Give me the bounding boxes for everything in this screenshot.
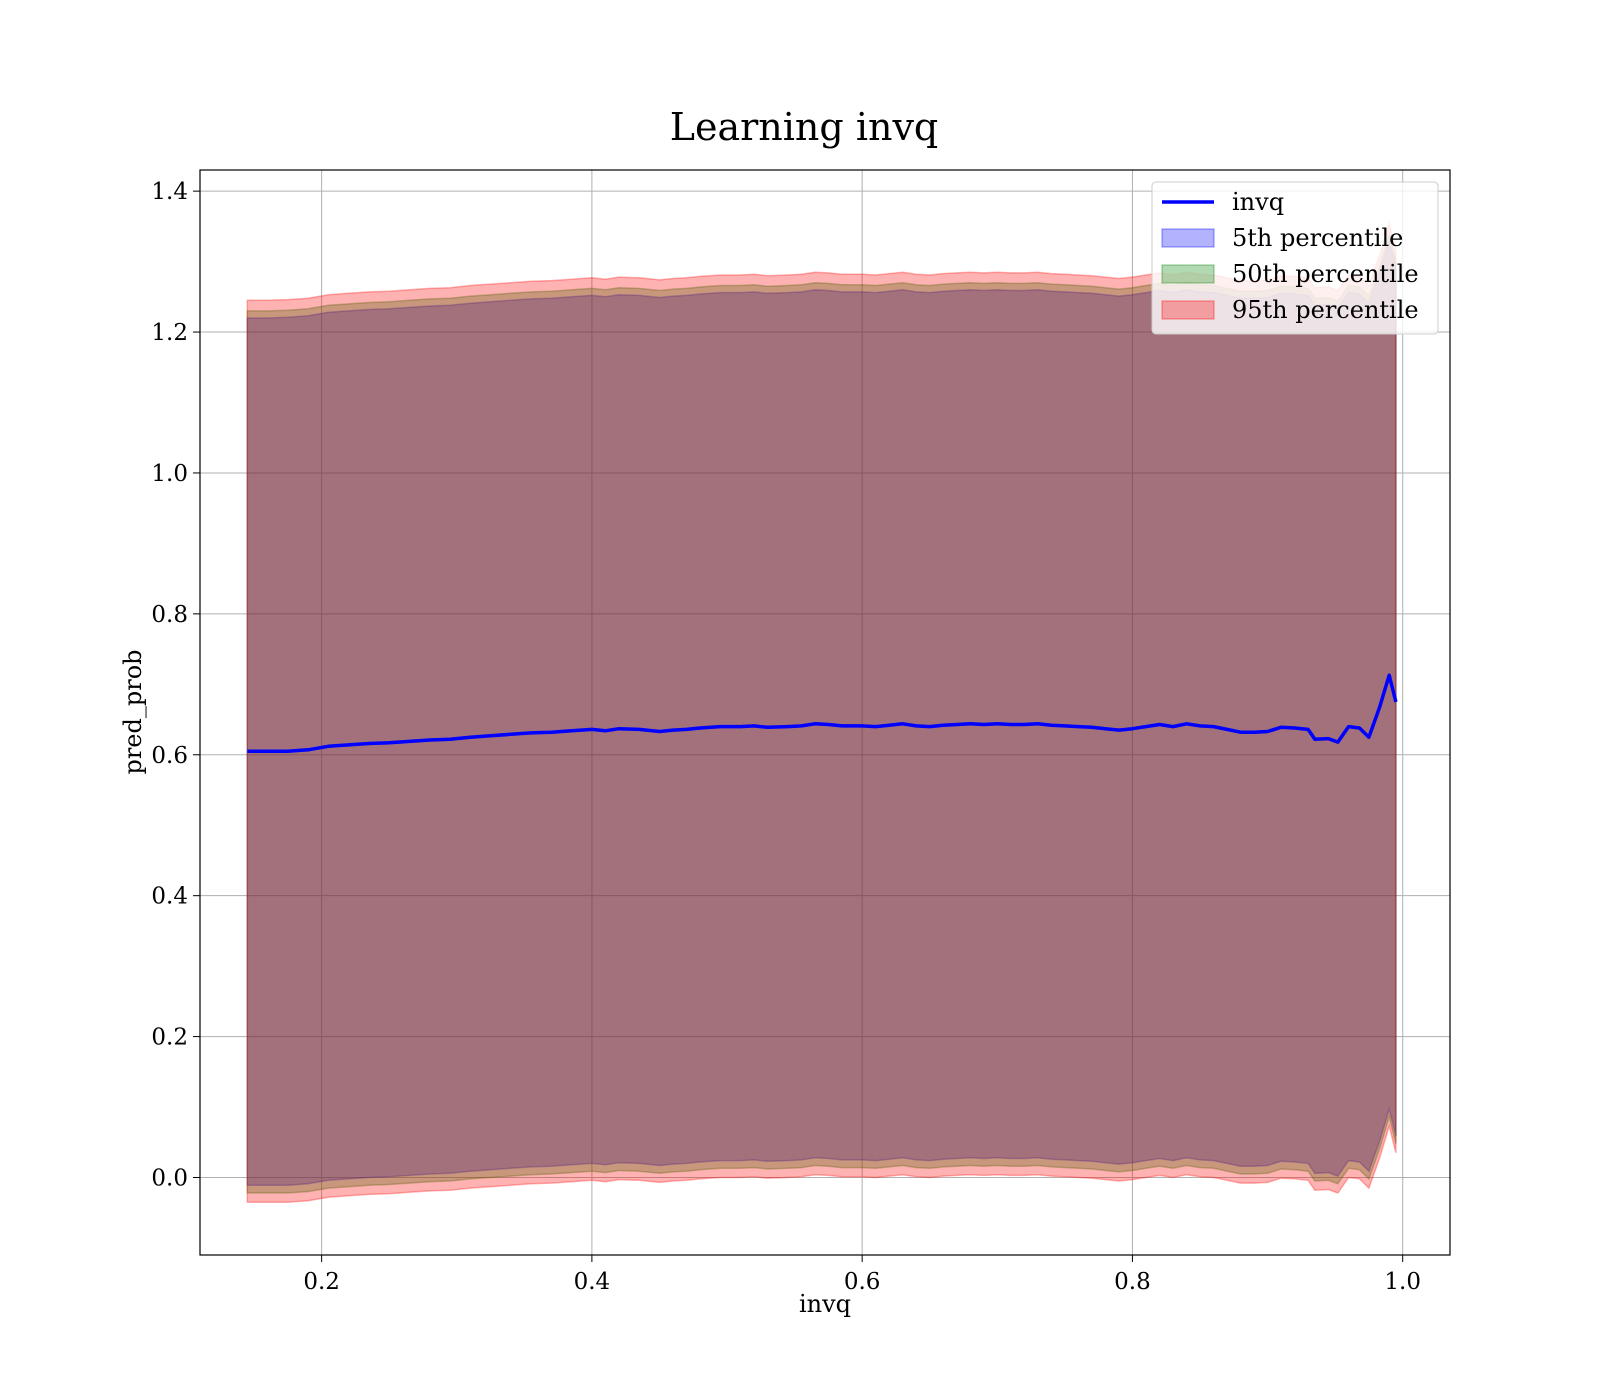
legend-label: 50th percentile — [1232, 260, 1419, 288]
series-lines — [247, 673, 1398, 754]
series-line-invq — [247, 673, 1398, 754]
y-tick-label: 1.4 — [151, 179, 188, 205]
legend-label: 95th percentile — [1232, 296, 1419, 324]
grid — [200, 170, 1450, 1255]
x-tick-label: 0.2 — [303, 1269, 340, 1295]
x-tick-label: 0.8 — [1114, 1269, 1151, 1295]
x-tick-label: 0.6 — [844, 1269, 881, 1295]
band-5th-percentile — [246, 238, 1397, 1187]
y-tick-label: 0.2 — [151, 1025, 188, 1051]
band-95th-percentile — [246, 220, 1397, 1203]
legend-swatch — [1161, 228, 1215, 248]
plot-frame — [199, 169, 1451, 1256]
x-axis-label: invq — [799, 1290, 851, 1318]
legend-box — [1151, 181, 1439, 335]
y-tick-label: 0.4 — [151, 884, 188, 910]
y-tick-label: 0.0 — [151, 1166, 188, 1192]
percentile-bands — [246, 220, 1397, 1203]
x-axis-ticks: 0.2 0.4 0.6 0.8 1.0 — [303, 1255, 1421, 1295]
x-tick-label: 1.0 — [1384, 1269, 1421, 1295]
legend-swatch — [1161, 264, 1215, 284]
legend-label: invq — [1232, 188, 1284, 216]
chart-title: Learning invq — [670, 105, 938, 149]
y-tick-label: 0.6 — [151, 743, 188, 769]
legend-label: 5th percentile — [1232, 224, 1403, 252]
y-tick-label: 1.0 — [151, 461, 188, 487]
band-50th-percentile — [246, 231, 1397, 1194]
y-tick-label: 0.8 — [151, 602, 188, 628]
y-axis-ticks: 0.0 0.2 0.4 0.6 0.8 1.0 1.2 1.4 — [151, 179, 200, 1192]
x-tick-label: 0.4 — [574, 1269, 611, 1295]
y-axis-label: pred_prob — [119, 649, 147, 774]
y-tick-label: 1.2 — [151, 320, 188, 346]
legend: invq 5th percentile 50th percentile 95th pe… — [1151, 181, 1439, 335]
legend-swatch — [1161, 300, 1215, 320]
